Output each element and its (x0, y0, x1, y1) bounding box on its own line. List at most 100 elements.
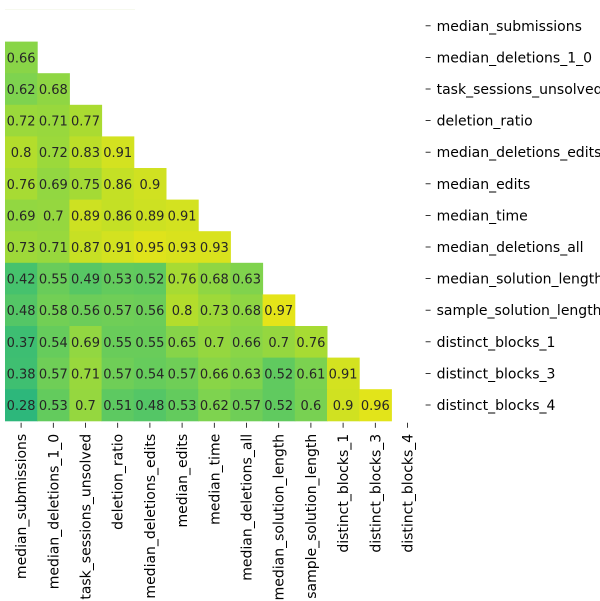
cell-value-label: 0.68 (232, 304, 261, 319)
cell-value-label: 0.91 (103, 146, 132, 161)
cell-value-label: 0.57 (232, 399, 261, 414)
heatmap-cell (166, 262, 199, 295)
masked-row-edge (5, 9, 135, 10)
heatmap-cell (69, 357, 103, 390)
x-axis: median_submissions median_deletions_1_0 ta… (14, 422, 417, 601)
cell-value-label: 0.8 (11, 146, 32, 161)
heatmap-cell (37, 104, 70, 137)
cell-value-label: 0.73 (200, 304, 229, 319)
heatmap-cell (262, 389, 296, 422)
cell-value-label: 0.72 (7, 115, 36, 130)
cell-value-label: 0.91 (168, 209, 197, 224)
cell-value-label: 0.56 (71, 304, 100, 319)
cell-value-label: 0.73 (7, 241, 36, 256)
heatmap-cell (69, 294, 103, 327)
cell-value-label: 0.28 (7, 399, 36, 414)
cell-value-label: 0.68 (200, 273, 229, 288)
heatmap-cell (5, 73, 38, 106)
cell-value-label: 0.53 (39, 399, 68, 414)
heatmap-cell (5, 104, 38, 137)
cell-value-label: 0.57 (103, 367, 132, 382)
heatmap-cell (37, 357, 70, 390)
heatmap-cell (5, 41, 38, 74)
heatmap-cell (5, 262, 38, 295)
heatmap-cell (37, 294, 70, 327)
y-tick-label: median_deletions_edits (437, 145, 600, 161)
cell-value-label: 0.7 (204, 336, 225, 351)
cell-value-label: 0.57 (103, 304, 132, 319)
cell-value-label: 0.77 (71, 115, 100, 130)
cell-value-label: 0.83 (71, 146, 100, 161)
cell-value-label: 0.52 (264, 367, 293, 382)
cell-value-label: 0.71 (39, 115, 68, 130)
cell-value-label: 0.53 (168, 399, 197, 414)
cell-value-label: 0.54 (39, 336, 68, 351)
cell-value-label: 0.89 (135, 209, 164, 224)
x-tick-label: median_submissions (14, 434, 30, 579)
y-tick-label: median_submissions (437, 19, 582, 35)
cell-value-label: 0.86 (103, 178, 132, 193)
heatmap-cell (69, 136, 103, 169)
cell-value-label: 0.48 (7, 304, 36, 319)
heatmap-cell (69, 168, 103, 201)
x-tick-label: median_deletions_edits (143, 434, 159, 599)
cell-value-label: 0.97 (264, 304, 293, 319)
heatmap-cell (5, 136, 38, 169)
x-tick-label: distinct_blocks_4 (401, 434, 417, 553)
heatmap-cell (5, 294, 38, 327)
heatmap-cell (5, 199, 38, 232)
x-tick-label: median_edits (175, 434, 191, 528)
heatmap-cell (37, 231, 70, 264)
heatmap-cell (69, 104, 103, 137)
heatmap-cell (37, 326, 70, 359)
cell-value-label: 0.54 (135, 367, 164, 382)
heatmap-cell (262, 294, 296, 327)
cell-value-label: 0.63 (232, 367, 261, 382)
heatmap-cell (359, 389, 392, 422)
cell-value-label: 0.57 (168, 367, 197, 382)
heatmap-cell (101, 199, 135, 232)
heatmap-cell (198, 326, 231, 359)
heatmap-cell (262, 357, 296, 390)
cell-value-label: 0.63 (232, 273, 261, 288)
heatmap-cell (101, 357, 135, 390)
cell-value-label: 0.69 (39, 178, 68, 193)
cell-value-label: 0.52 (135, 273, 164, 288)
y-tick-label: task_sessions_unsolved (437, 82, 600, 98)
heatmap-cell (166, 231, 199, 264)
cell-value-label: 0.89 (71, 209, 100, 224)
heatmap-cell (133, 389, 167, 422)
cell-value-label: 0.52 (264, 399, 293, 414)
heatmap-cell (133, 199, 167, 232)
cell-value-label: 0.96 (361, 399, 390, 414)
cell-value-label: 0.65 (168, 336, 197, 351)
x-tick-label: median_deletions_all (240, 434, 256, 581)
cell-value-label: 0.58 (39, 304, 68, 319)
heatmap-cell (133, 262, 167, 295)
heatmap-cell (37, 136, 70, 169)
y-tick-label: distinct_blocks_3 (437, 366, 556, 382)
heatmap-cell (37, 389, 70, 422)
heatmap-cell (166, 199, 199, 232)
y-tick-label: distinct_blocks_4 (437, 398, 556, 414)
x-tick-label: distinct_blocks_3 (368, 434, 384, 553)
cell-value-label: 0.66 (200, 367, 229, 382)
heatmap-cell (327, 389, 360, 422)
cell-value-label: 0.87 (71, 241, 100, 256)
cell-value-label: 0.76 (296, 336, 325, 351)
cell-value-label: 0.76 (7, 178, 36, 193)
y-tick-label: median_deletions_all (437, 240, 584, 256)
cell-value-label: 0.38 (7, 367, 36, 382)
cell-value-label: 0.95 (135, 241, 164, 256)
cell-value-label: 0.62 (7, 83, 36, 98)
heatmap-cell (133, 168, 167, 201)
x-tick-label: median_solution_length (272, 434, 288, 601)
heatmap-cell (5, 357, 38, 390)
cell-value-label: 0.69 (7, 209, 36, 224)
cell-value-label: 0.93 (168, 241, 197, 256)
heatmap-cell (5, 389, 38, 422)
y-axis: median_submissions median_deletions_1_0ta… (425, 19, 600, 414)
cell-value-label: 0.71 (71, 367, 100, 382)
heatmap-cell (294, 389, 328, 422)
cell-value-label: 0.71 (39, 241, 68, 256)
